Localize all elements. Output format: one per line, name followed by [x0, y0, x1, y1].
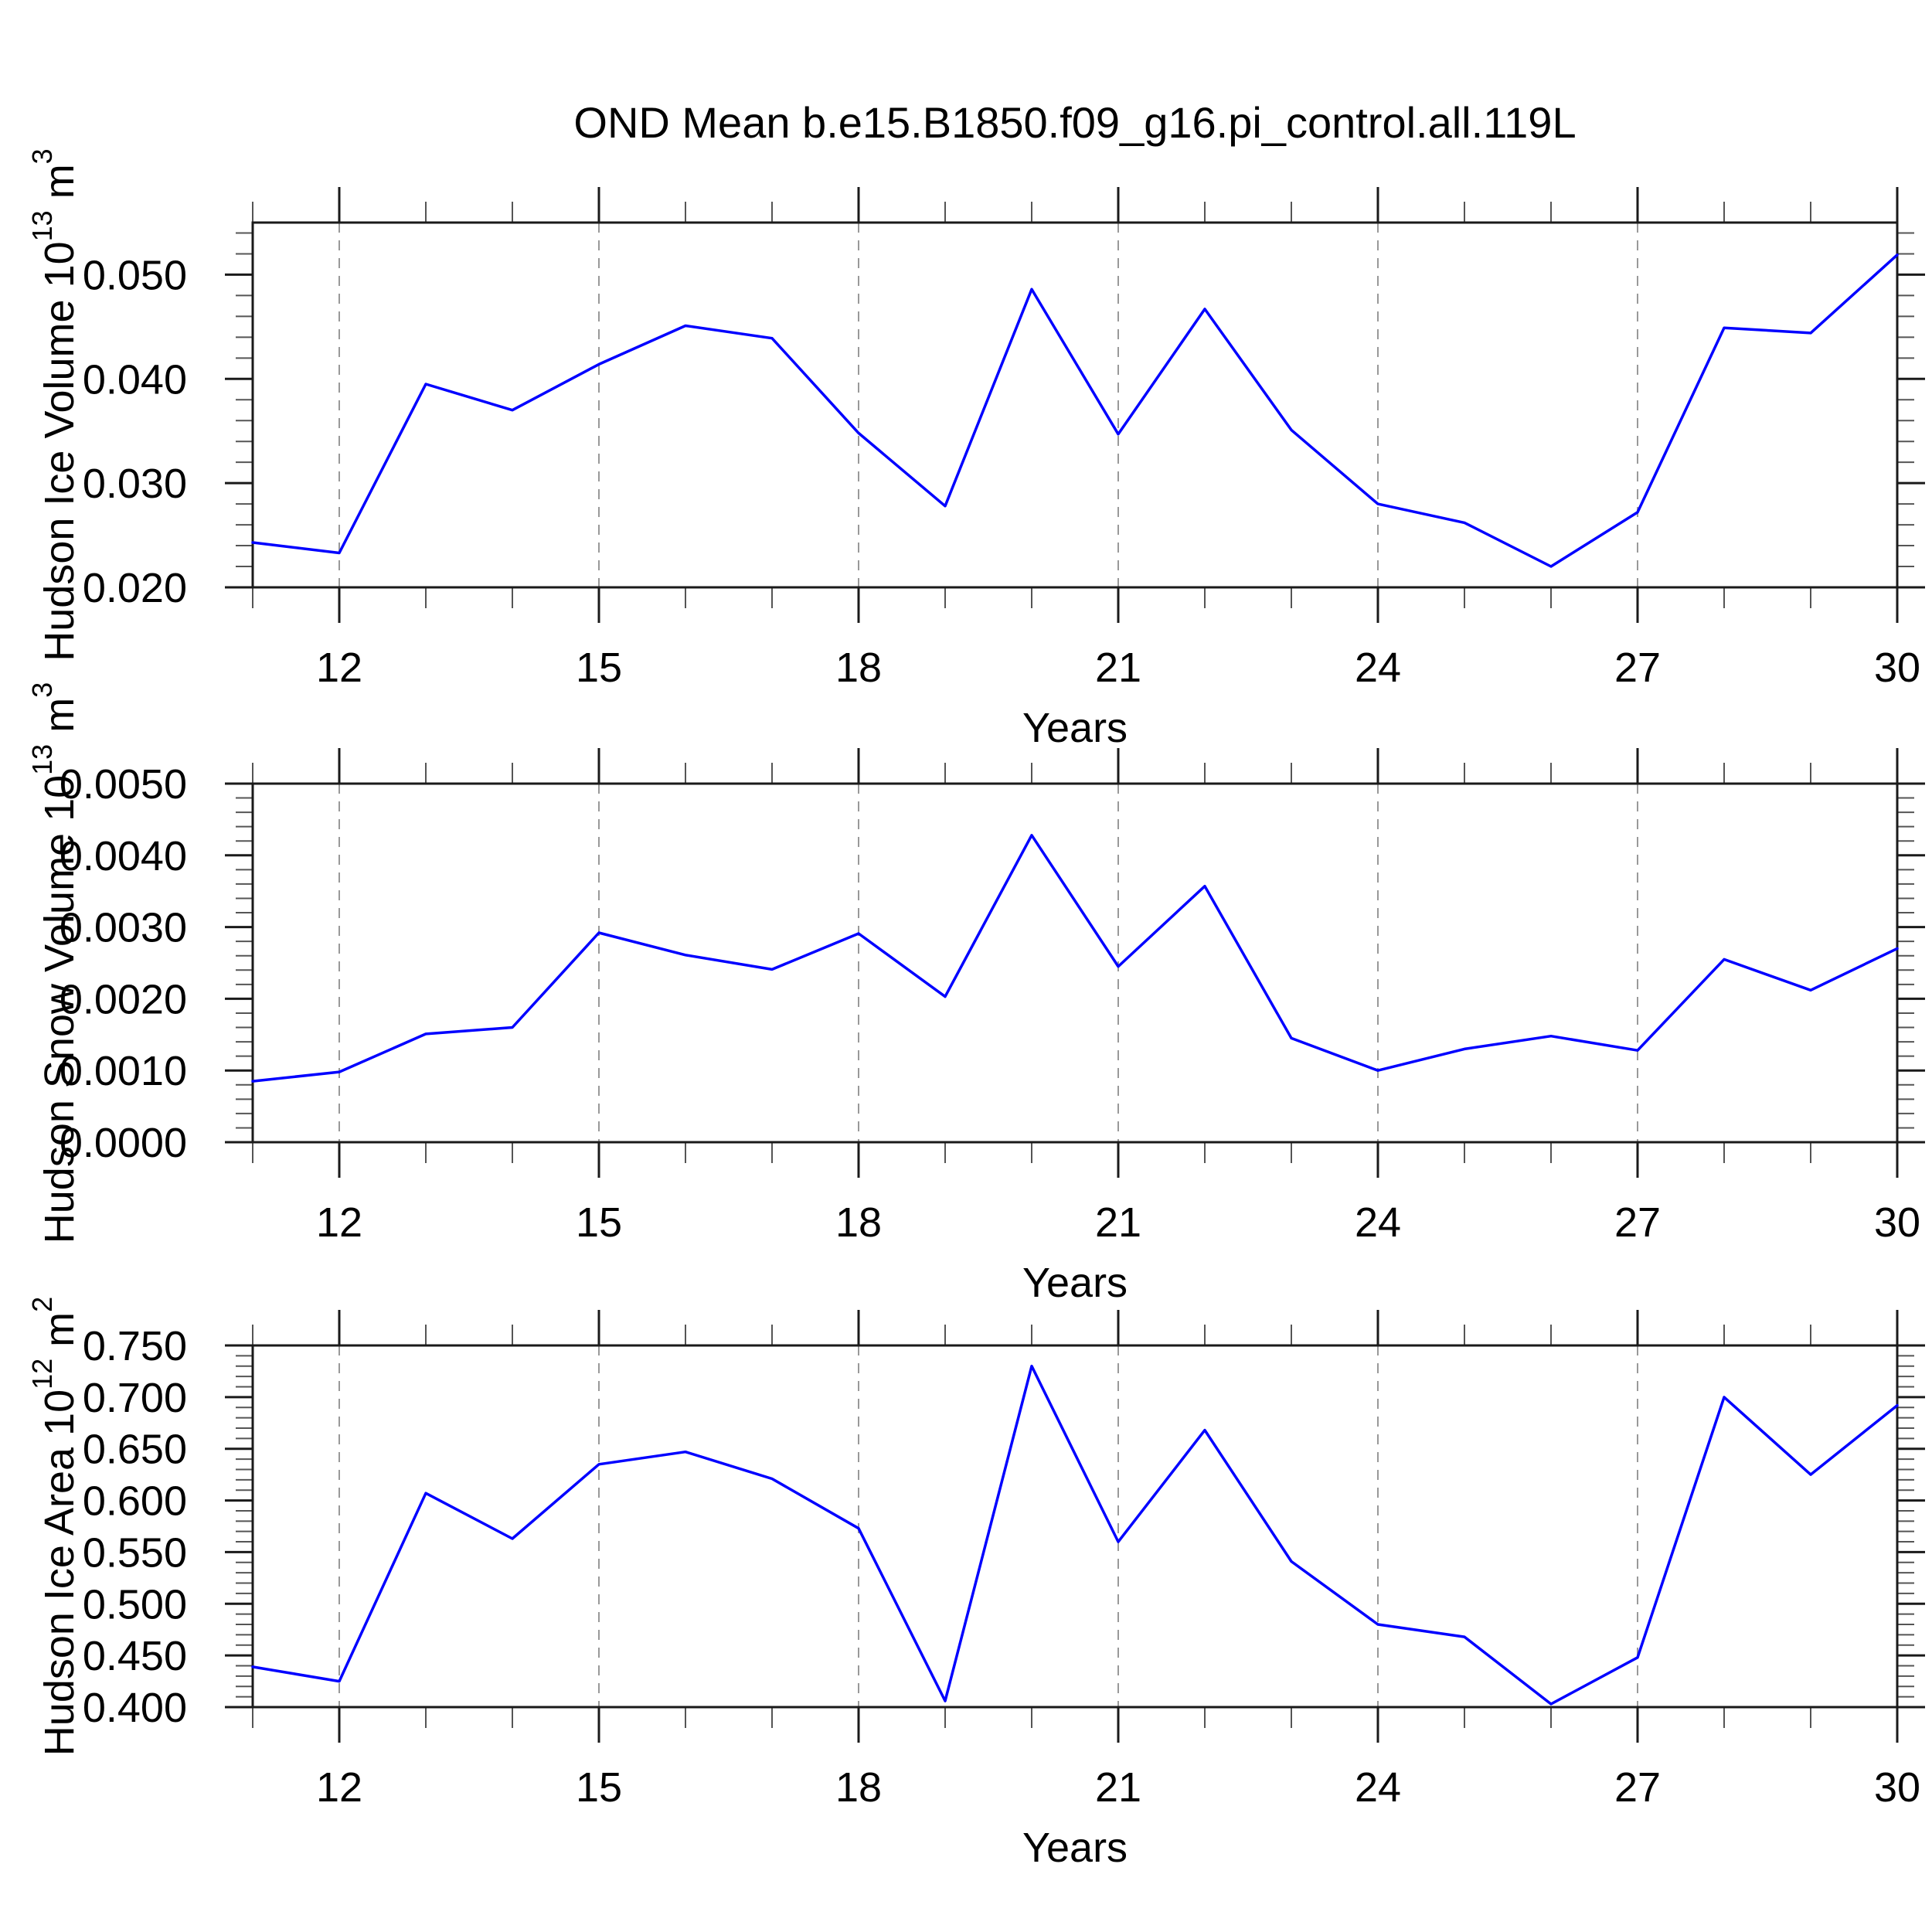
x-tick-label: 27: [1614, 645, 1661, 691]
chart-hudson-ice-volume: 0.020 0.030 0.040 0.050 12 15 18 21 24 27 30 Years H…: [26, 148, 1925, 751]
y-tick-label: 0.600: [83, 1478, 187, 1525]
x-tick-label: 18: [835, 645, 882, 691]
y-tick-label: 0.030: [83, 461, 187, 507]
y-tick-label: 0.500: [83, 1581, 187, 1628]
y-tick-label: 0.450: [83, 1633, 187, 1679]
plot-frame: [251, 221, 1899, 589]
x-tick-label: 24: [1355, 1764, 1401, 1811]
x-tick-label: 30: [1874, 1199, 1920, 1246]
x-tick-label: 21: [1095, 1764, 1141, 1811]
y-tick-label: 0.0020: [60, 976, 187, 1022]
chart-hudson-snow-volume: 0.0000 0.0010 0.0020 0.0030 0.0040 0.0050 12 15…: [26, 682, 1925, 1306]
y-tick-label: 0.020: [83, 565, 187, 611]
y-tick-label: 0.400: [83, 1685, 187, 1731]
y-tick-label: 0.700: [83, 1375, 187, 1421]
y-axis-title: Hudson Ice Volume 1013 m3: [26, 148, 83, 661]
page-title: OND Mean b.e15.B1850.f09_g16.pi_control.…: [573, 98, 1576, 147]
x-tick-label: 24: [1355, 645, 1401, 691]
x-tick-label: 12: [316, 1199, 362, 1246]
x-tick-label: 30: [1874, 1764, 1920, 1811]
y-tick-label: 0.650: [83, 1427, 187, 1473]
data-line-hudson-ice-area: [251, 1364, 1899, 1706]
y-tick-label: 0.050: [83, 252, 187, 298]
plots-group: 0.020 0.030 0.040 0.050 12 15 18 21 24 27 30 Years H…: [26, 148, 1925, 1871]
plot-frame: [251, 1344, 1899, 1709]
x-tick-label: 18: [835, 1199, 882, 1246]
data-line-hudson-snow-volume: [251, 834, 1899, 1083]
data-line-hudson-ice-volume: [251, 253, 1899, 568]
x-tick-label: 27: [1614, 1199, 1661, 1246]
x-axis-title: Years: [1022, 1825, 1128, 1871]
x-tick-label: 15: [576, 645, 622, 691]
x-tick-label: 30: [1874, 645, 1920, 691]
y-tick-label: 0.040: [83, 356, 187, 403]
x-tick-label: 12: [316, 645, 362, 691]
y-tick-label: 0.0050: [60, 761, 187, 808]
y-tick-label: 0.0000: [60, 1120, 187, 1166]
y-axis-title: Hudson Ice Area 1012 m2: [26, 1297, 83, 1756]
x-tick-label: 12: [316, 1764, 362, 1811]
y-tick-label: 0.550: [83, 1529, 187, 1576]
y-tick-label: 0.0040: [60, 833, 187, 879]
x-tick-label: 18: [835, 1764, 882, 1811]
plot-frame: [251, 782, 1899, 1144]
x-tick-label: 24: [1355, 1199, 1401, 1246]
x-tick-label: 21: [1095, 645, 1141, 691]
x-axis-title: Years: [1022, 1260, 1128, 1306]
y-tick-label: 0.0030: [60, 905, 187, 951]
x-tick-label: 15: [576, 1199, 622, 1246]
x-tick-label: 27: [1614, 1764, 1661, 1811]
y-tick-label: 0.750: [83, 1323, 187, 1369]
x-tick-label: 21: [1095, 1199, 1141, 1246]
y-tick-label: 0.0010: [60, 1048, 187, 1094]
x-tick-label: 15: [576, 1764, 622, 1811]
x-axis-title: Years: [1022, 705, 1128, 751]
y-axis-title: Hudson Snow Volume 1013 m3: [26, 682, 83, 1243]
